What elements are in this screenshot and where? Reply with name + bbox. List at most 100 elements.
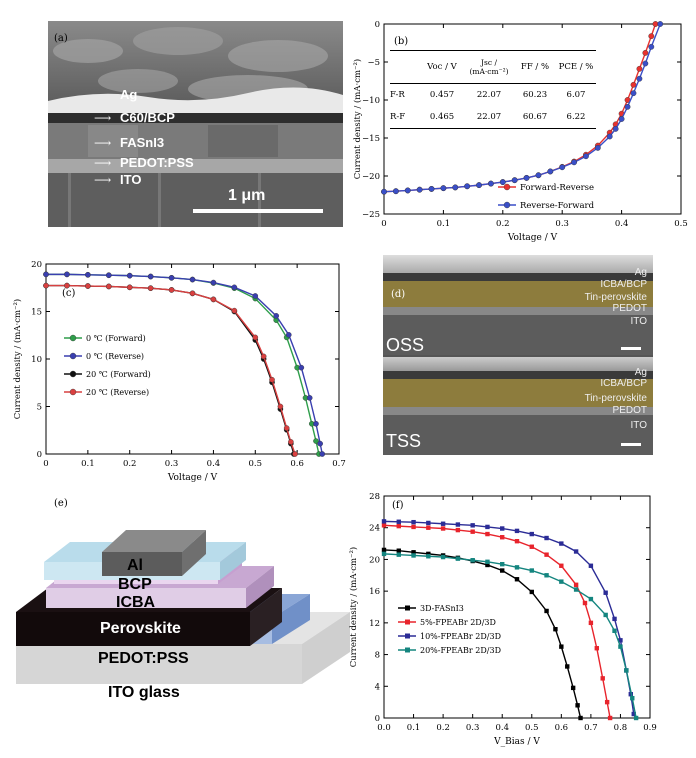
data-point [43,282,49,289]
data-point [313,438,319,444]
y-axis-label: Current density / (mA·cm⁻²) [12,299,23,420]
tss-layer-ag: Ag [634,367,647,378]
data-point [485,531,490,537]
data-point [396,552,401,557]
arrow-icon: ⟶ [94,156,112,170]
data-point [485,559,490,565]
data-point [285,332,292,338]
sem-layer-c60-bcp: C60/BCP [120,110,175,125]
data-point [85,283,91,289]
data-point [583,153,589,160]
data-point [565,664,570,669]
data-point [588,563,594,568]
layer-bcp: BCP [118,576,152,593]
data-point [396,523,401,529]
data-point [535,172,542,179]
data-point [452,184,459,191]
data-point [168,287,175,293]
data-point [600,676,605,681]
legend-marker [69,334,77,342]
data-point [559,563,564,568]
data-point [440,554,446,560]
data-point [277,403,284,410]
data-point [411,553,416,558]
data-point [470,529,475,534]
data-point [630,81,637,88]
data-point [547,168,554,175]
data-point [624,103,631,110]
x-tick-label: 0 [381,219,386,229]
x-tick-label: 0.1 [407,723,421,733]
data-point [269,376,275,383]
data-point [500,535,505,540]
data-point [630,90,637,97]
data-point [485,562,490,568]
legend-label: 0 ℃ (Reverse) [86,352,144,361]
data-point [511,177,518,184]
sem-image-tss: Ag ICBA/BCP Tin-perovskite PEDOT ITO TSS [383,357,653,455]
data-point [603,612,608,618]
data-point [189,276,196,283]
data-point [612,616,617,622]
panel-d-label: (d) [391,289,406,300]
data-point [523,174,530,181]
arrow-icon: ⟶ [94,173,112,187]
series-line [383,524,611,719]
data-point [381,188,387,195]
data-point [440,526,446,531]
data-point [411,524,416,530]
data-point [313,420,319,427]
data-point [573,549,579,554]
tss-layer-pedot: PEDOT [612,405,647,416]
y-tick-label: 4 [375,682,380,692]
data-point [283,425,290,431]
data-point [210,296,217,303]
legend-label: 0 ℃ (Forward) [86,334,146,343]
layer-icba: ICBA [116,594,156,611]
data-point [126,272,133,279]
y-tick-label: 10 [31,355,42,365]
data-point [85,271,91,278]
y-tick-label: −5 [367,58,380,68]
legend-marker [405,619,410,625]
data-point [642,60,649,67]
y-tick-label: 0 [37,450,42,460]
x-tick-label: 0.0 [377,723,391,733]
data-point [573,582,579,587]
x-tick-label: 0.7 [584,723,598,733]
data-point [440,185,447,192]
data-point [636,65,643,72]
data-point [485,524,490,530]
data-point [594,144,601,151]
panel-d-sem-images: Ag ICBA/BCP Tin-perovskite PEDOT ITO OSS… [383,255,653,455]
data-point [416,186,423,193]
legend-marker [405,647,410,653]
data-point [426,551,431,557]
x-tick-label: 0.1 [437,219,451,229]
data-point [578,715,583,721]
data-point [588,620,594,626]
panel-e-label: (e) [54,498,68,509]
data-point [573,587,579,592]
data-point [319,451,326,457]
series-line [46,273,323,455]
data-point [559,579,564,584]
series-line [383,23,661,193]
data-point [514,565,520,570]
data-point [381,523,387,528]
x-axis-label: Voltage / V [507,233,558,243]
data-point [544,608,549,614]
panel-c-chart: 0 0.1 0.2 0.3 0.4 0.5 0.6 0.7 0 5 10 15 20 Voltage / … [8,250,348,486]
data-point [298,364,305,371]
layer-ito-glass: ITO glass [108,684,180,701]
x-tick-label: 0.8 [614,723,628,733]
x-tick-label: 0.2 [496,219,510,229]
layer-perovskite: Perovskite [100,620,181,637]
arrow-icon: ⟶ [94,111,112,125]
legend-marker [405,633,410,639]
panel-a-sem-image: (a) Ag ⟶ C60/BCP ⟶ FASnI3 ⟶ PEDOT:PSS ⟶ … [48,21,343,227]
data-point [411,519,416,525]
x-axis-label: Voltage / V [167,473,218,483]
data-point [404,187,411,194]
data-point [570,685,576,691]
